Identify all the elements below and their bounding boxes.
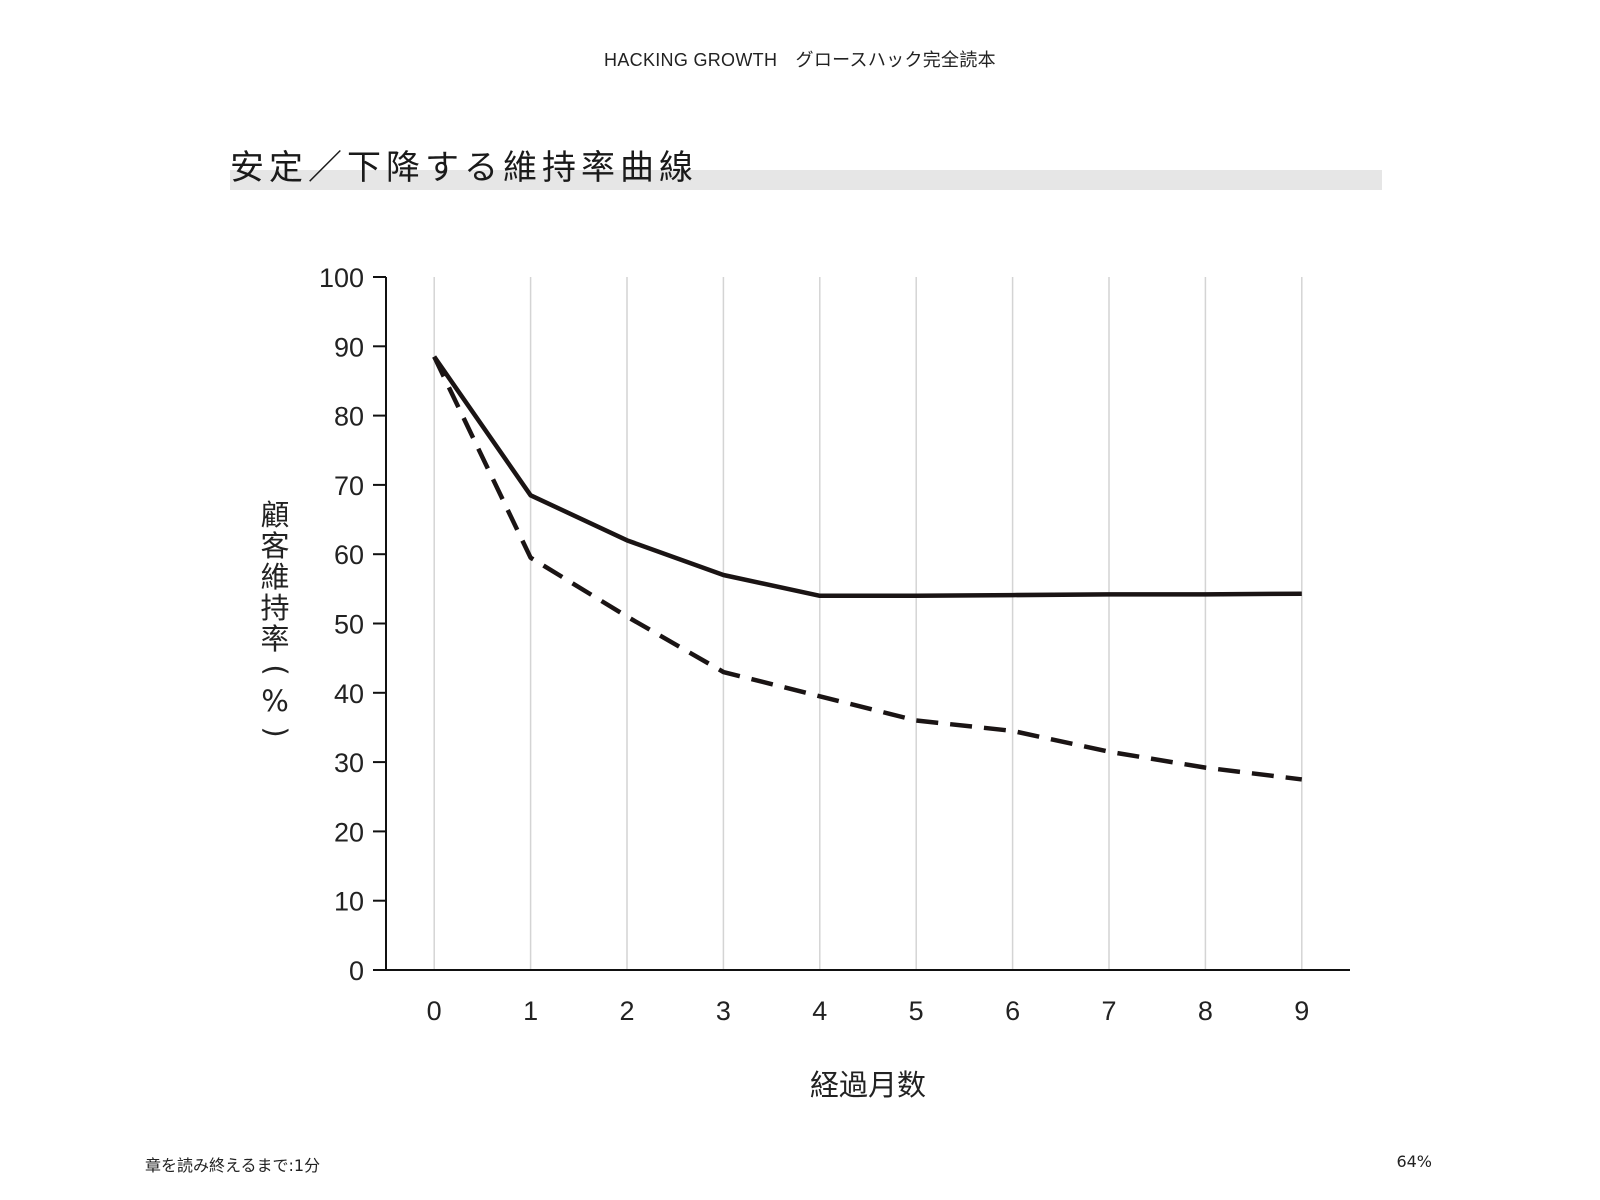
x-tick-label: 4 [812, 996, 827, 1026]
title-underline-band [230, 170, 1382, 190]
series-line-stable [432, 355, 1302, 599]
y-tick-label: 90 [334, 332, 364, 362]
series-lines [432, 355, 1303, 782]
x-tick-label: 1 [523, 996, 538, 1026]
x-tick-label: 2 [619, 996, 634, 1026]
x-tick-label: 5 [909, 996, 924, 1026]
x-axis-title: 経過月数 [810, 1068, 926, 1100]
y-tick-label: 30 [334, 748, 364, 778]
y-axis-title-char: 持 [260, 591, 289, 625]
y-tick-label: 50 [334, 610, 364, 640]
x-gridlines [433, 277, 1303, 970]
y-tick-label: 70 [334, 471, 364, 501]
x-tick-label: 3 [716, 996, 731, 1026]
y-tick-label: 80 [334, 402, 364, 432]
x-axis-ticks: 0 1 2 3 4 5 6 7 8 9 [427, 996, 1310, 1026]
retention-chart: 0 10 20 30 40 50 60 70 80 90 100 0 1 2 3 4 5 6 7 8 9 経過月数 顧… [259, 263, 1350, 1100]
book-title: HACKING GROWTH グロースハック完全読本 [604, 50, 996, 70]
y-axis-title-char: ( [259, 664, 293, 675]
y-axis-title-char: % [261, 684, 289, 718]
y-axis-title-char: ) [259, 726, 293, 737]
y-axis-title-char: 客 [260, 529, 289, 563]
reading-progress: 64% [1396, 1152, 1432, 1171]
y-tick-label: 0 [349, 956, 364, 986]
y-axis-title-char: 顧 [260, 498, 289, 532]
y-tick-label: 10 [334, 887, 364, 917]
y-tick-label: 20 [334, 817, 364, 847]
series-line-declining [432, 355, 1303, 782]
y-axis-title-char: 率 [260, 622, 289, 656]
y-axis-title-char: 維 [260, 560, 289, 594]
y-tick-label: 60 [334, 540, 364, 570]
x-tick-label: 8 [1198, 996, 1213, 1026]
x-tick-label: 7 [1101, 996, 1116, 1026]
chart-title: 安定／下降する維持率曲線 [230, 148, 698, 188]
y-tick-label: 40 [334, 679, 364, 709]
y-axis-ticks: 0 10 20 30 40 50 60 70 80 90 100 [319, 263, 386, 986]
x-tick-label: 6 [1005, 996, 1020, 1026]
y-tick-label: 100 [319, 263, 364, 293]
chapter-remaining-time: 章を読み終えるまで:1分 [145, 1156, 321, 1175]
x-tick-label: 0 [427, 996, 442, 1026]
x-tick-label: 9 [1294, 996, 1309, 1026]
